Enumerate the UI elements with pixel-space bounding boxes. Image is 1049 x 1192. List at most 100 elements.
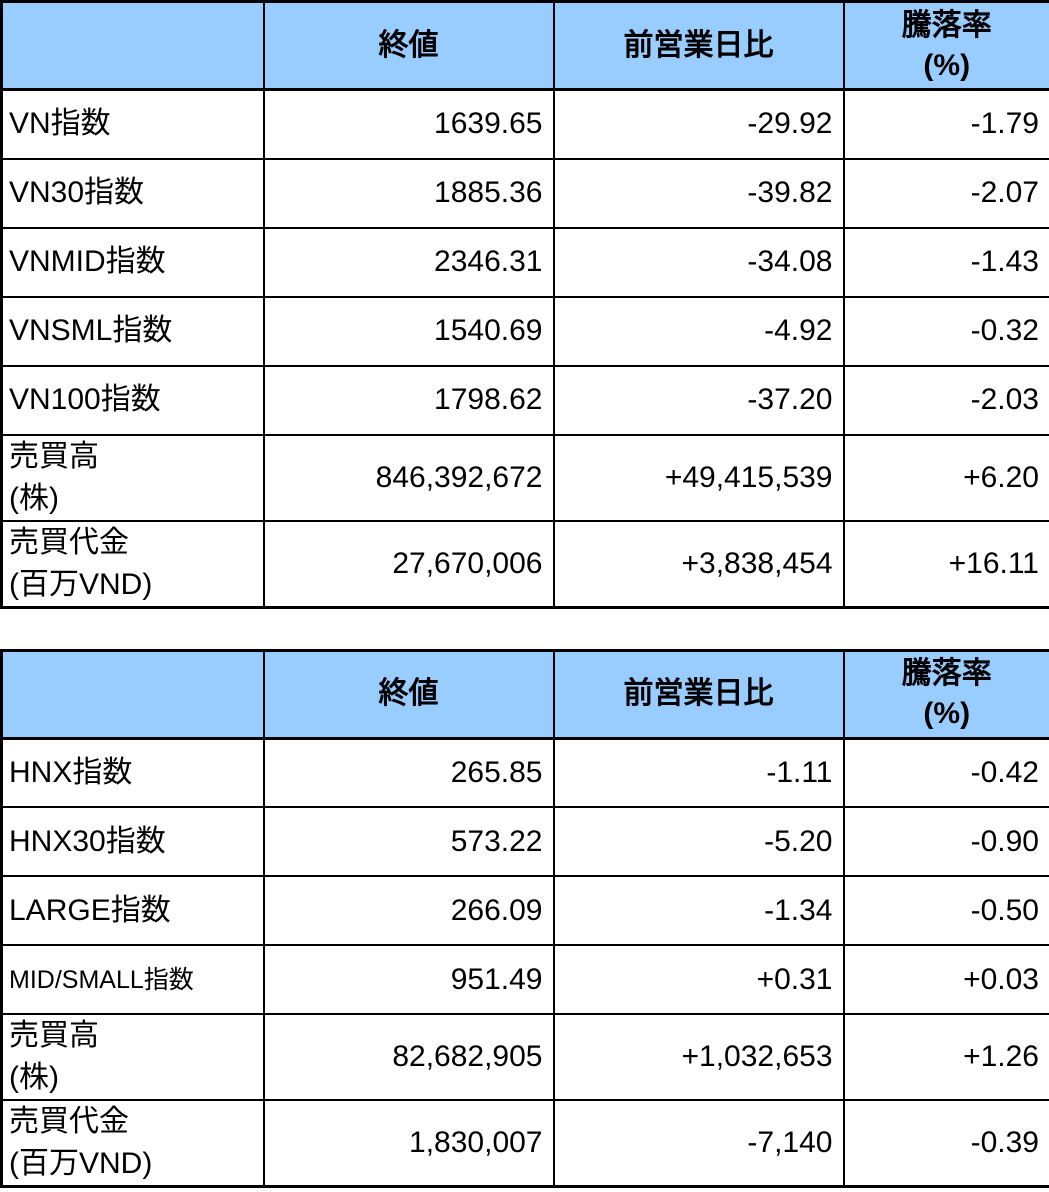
pct-change-cell: -0.42 (842, 737, 1049, 808)
table-row: 売買代金 (百万VND) 27,670,006 +3,838,454 +16.11 (0, 519, 1049, 608)
row-label-line1: 売買高 (9, 1019, 99, 1052)
row-label-line1: VN指数 (9, 107, 111, 141)
row-label-line1: 売買代金 (9, 1105, 129, 1138)
row-label-line1: HNX指数 (9, 755, 133, 789)
row-label-cell: MID/SMALL指数 (0, 944, 265, 1015)
header-pct: 騰落率 (%) (842, 649, 1049, 740)
close-value-cell: 1540.69 (262, 295, 555, 367)
table-row: HNX指数 265.85 -1.11 -0.42 (0, 737, 1049, 808)
row-label-line1: 売買代金 (9, 525, 129, 559)
table-row: MID/SMALL指数 951.49 +0.31 +0.03 (0, 944, 1049, 1015)
table-row: VN100指数 1798.62 -37.20 -2.03 (0, 364, 1049, 436)
header-pct-line2: (%) (923, 697, 971, 730)
row-label-line1: LARGE指数 (9, 893, 171, 927)
table-row: VN指数 1639.65 -29.92 -1.79 (0, 88, 1049, 160)
corner-header-cell (0, 649, 265, 740)
close-value-cell: 27,670,006 (262, 519, 555, 608)
change-value-cell: -39.82 (552, 157, 845, 229)
row-label-line2: (株) (9, 481, 59, 515)
change-value-cell: -7,140 (552, 1099, 845, 1188)
pct-change-cell: -0.32 (842, 295, 1049, 367)
row-label-line1: VNSML指数 (9, 314, 173, 347)
row-label-line1: VN100指数 (9, 383, 161, 416)
close-value-cell: 846,392,672 (262, 433, 555, 522)
table-row: 売買高 (株) 82,682,905 +1,032,653 +1.26 (0, 1013, 1049, 1101)
header-row: 終値 前営業日比 騰落率 (%) (0, 0, 1049, 91)
row-label-cell: 売買高 (株) (0, 433, 265, 522)
close-value-cell: 1,830,007 (262, 1099, 555, 1188)
vn-index-table-body: VN指数 1639.65 -29.92 -1.79 VN30指数 1885.36 -39.8… (0, 88, 1049, 608)
close-value-cell: 573.22 (262, 806, 555, 877)
close-value-cell: 1798.62 (262, 364, 555, 436)
row-label-cell: 売買代金 (百万VND) (0, 519, 265, 608)
close-value-cell: 951.49 (262, 944, 555, 1015)
close-value-cell: 1885.36 (262, 157, 555, 229)
pct-change-cell: +16.11 (842, 519, 1049, 608)
pct-change-cell: -2.07 (842, 157, 1049, 229)
row-label-line1: 売買高 (9, 439, 99, 473)
table-gap (0, 608, 1049, 649)
change-value-cell: -4.92 (552, 295, 845, 367)
change-value-cell: +3,838,454 (552, 519, 845, 608)
pct-change-cell: -0.90 (842, 806, 1049, 877)
table-row: VN30指数 1885.36 -39.82 -2.07 (0, 157, 1049, 229)
table-row: VNMID指数 2346.31 -34.08 -1.43 (0, 226, 1049, 298)
change-value-cell: -29.92 (552, 88, 845, 160)
header-pct-line1: 騰落率 (901, 8, 992, 42)
row-label-line2: (百万VND) (9, 567, 153, 601)
change-value-cell: -37.20 (552, 364, 845, 436)
corner-header-cell (0, 0, 265, 91)
row-label-line1: HNX30指数 (9, 824, 166, 858)
pct-change-cell: -2.03 (842, 364, 1049, 436)
row-label-cell: HNX30指数 (0, 806, 265, 877)
row-label-cell: VN30指数 (0, 157, 265, 229)
row-label-cell: 売買代金 (百万VND) (0, 1099, 265, 1188)
header-change: 前営業日比 (552, 649, 845, 740)
header-pct-line1: 騰落率 (901, 657, 992, 690)
header-row: 終値 前営業日比 騰落率 (%) (0, 649, 1049, 740)
table-row: LARGE指数 266.09 -1.34 -0.50 (0, 875, 1049, 946)
row-label-line1: VNMID指数 (9, 245, 166, 278)
pct-change-cell: -1.79 (842, 88, 1049, 160)
row-label-cell: HNX指数 (0, 737, 265, 808)
hnx-index-table: 終値 前営業日比 騰落率 (%) HNX指数 265.85 -1.11 -0.42 HN… (0, 648, 1049, 1188)
row-label-cell: LARGE指数 (0, 875, 265, 946)
vn-index-table: 終値 前営業日比 騰落率 (%) VN指数 1639.65 -29.92 -1.79 V… (0, 0, 1049, 609)
header-pct: 騰落率 (%) (842, 0, 1049, 91)
table-row: 売買高 (株) 846,392,672 +49,415,539 +6.20 (0, 433, 1049, 522)
close-value-cell: 2346.31 (262, 226, 555, 298)
change-value-cell: -5.20 (552, 806, 845, 877)
header-change: 前営業日比 (552, 0, 845, 91)
row-label-line1: MID/SMALL指数 (9, 965, 194, 994)
change-value-cell: +1,032,653 (552, 1013, 845, 1101)
header-close: 終値 (262, 0, 555, 91)
row-label-cell: 売買高 (株) (0, 1013, 265, 1101)
pct-change-cell: +6.20 (842, 433, 1049, 522)
row-label-cell: VN指数 (0, 88, 265, 160)
row-label-line2: (株) (9, 1061, 59, 1094)
close-value-cell: 266.09 (262, 875, 555, 946)
pct-change-cell: -0.39 (842, 1099, 1049, 1188)
change-value-cell: -1.34 (552, 875, 845, 946)
hnx-index-table-body: HNX指数 265.85 -1.11 -0.42 HNX30指数 573.22 -5.20-… (0, 737, 1049, 1188)
pct-change-cell: -0.50 (842, 875, 1049, 946)
row-label-cell: VNMID指数 (0, 226, 265, 298)
close-value-cell: 82,682,905 (262, 1013, 555, 1101)
pct-change-cell: +0.03 (842, 944, 1049, 1015)
row-label-line1: VN30指数 (9, 176, 145, 209)
row-label-line2: (百万VND) (9, 1147, 153, 1180)
pct-change-cell: +1.26 (842, 1013, 1049, 1101)
change-value-cell: -1.11 (552, 737, 845, 808)
row-label-cell: VNSML指数 (0, 295, 265, 367)
change-value-cell: -34.08 (552, 226, 845, 298)
close-value-cell: 1639.65 (262, 88, 555, 160)
close-value-cell: 265.85 (262, 737, 555, 808)
header-pct-line2: (%) (923, 48, 971, 82)
table-row: VNSML指数 1540.69 -4.92 -0.32 (0, 295, 1049, 367)
header-close: 終値 (262, 649, 555, 740)
table-row: 売買代金 (百万VND) 1,830,007 -7,140 -0.39 (0, 1099, 1049, 1188)
row-label-cell: VN100指数 (0, 364, 265, 436)
table-row: HNX30指数 573.22 -5.20 -0.90 (0, 806, 1049, 877)
change-value-cell: +0.31 (552, 944, 845, 1015)
